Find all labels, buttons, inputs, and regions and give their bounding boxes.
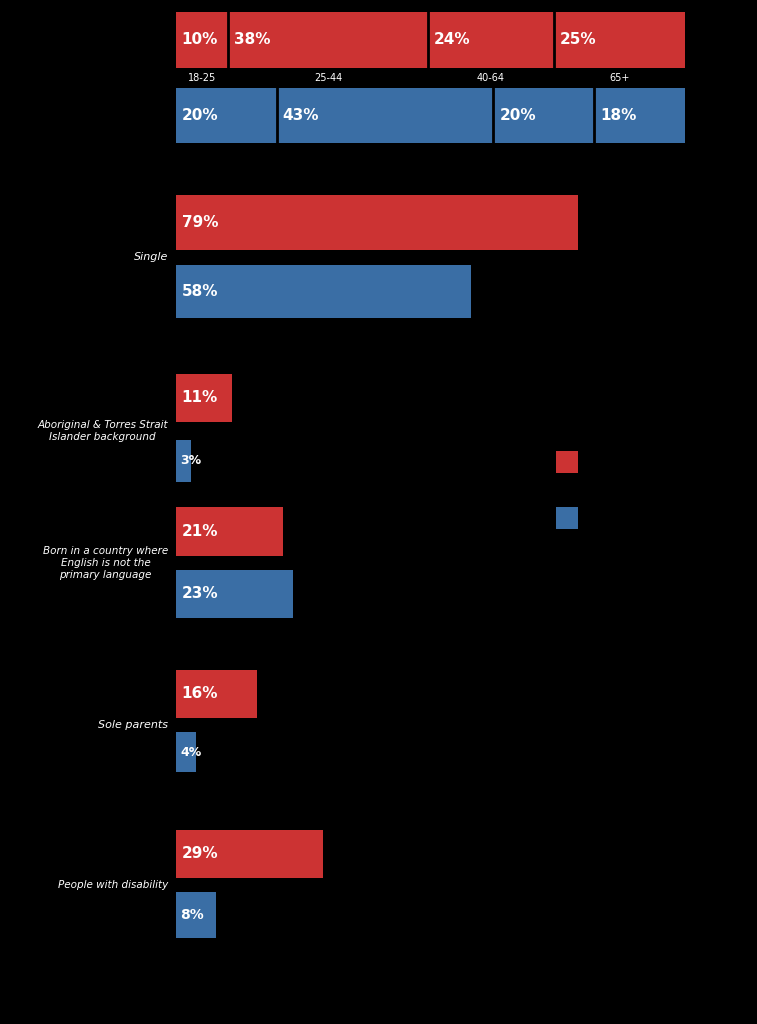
Text: 79%: 79%: [182, 215, 218, 230]
Bar: [176, 88, 276, 143]
Bar: [176, 732, 196, 772]
Text: Born in a country where
English is not the
primary language: Born in a country where English is not t…: [43, 547, 168, 580]
Text: Sole parents: Sole parents: [98, 720, 168, 730]
Text: 4%: 4%: [180, 745, 201, 759]
Bar: [556, 507, 578, 529]
Text: Aboriginal & Torres Strait
Islander background: Aboriginal & Torres Strait Islander back…: [37, 420, 168, 441]
Bar: [176, 440, 191, 482]
Text: 16%: 16%: [182, 686, 218, 701]
Text: 18-25: 18-25: [188, 73, 216, 83]
Bar: [556, 451, 578, 473]
Bar: [594, 88, 685, 143]
Bar: [554, 12, 685, 68]
Text: 24%: 24%: [434, 33, 470, 47]
Bar: [176, 265, 471, 318]
Text: 21%: 21%: [182, 524, 218, 539]
Bar: [176, 830, 323, 878]
Bar: [176, 507, 282, 556]
Text: 18%: 18%: [600, 108, 637, 123]
Bar: [176, 12, 228, 68]
Bar: [228, 12, 428, 68]
Bar: [176, 195, 578, 250]
Text: 58%: 58%: [182, 284, 218, 299]
Text: 29%: 29%: [182, 847, 218, 861]
Bar: [428, 12, 554, 68]
Text: 40-64: 40-64: [477, 73, 505, 83]
Text: 25-44: 25-44: [314, 73, 342, 83]
Text: 8%: 8%: [180, 908, 204, 922]
Text: 43%: 43%: [282, 108, 319, 123]
Text: 11%: 11%: [182, 390, 218, 406]
Text: 23%: 23%: [182, 587, 218, 601]
Text: 20%: 20%: [500, 108, 536, 123]
Bar: [176, 670, 257, 718]
Bar: [494, 88, 594, 143]
Text: People with disability: People with disability: [58, 880, 168, 890]
Bar: [176, 892, 217, 938]
Text: 3%: 3%: [180, 455, 201, 468]
Text: 65+: 65+: [609, 73, 630, 83]
Text: 20%: 20%: [182, 108, 218, 123]
Bar: [276, 88, 494, 143]
Bar: [176, 570, 293, 618]
Text: 38%: 38%: [234, 33, 271, 47]
Bar: [176, 374, 232, 422]
Text: 25%: 25%: [560, 33, 597, 47]
Text: Single: Single: [134, 253, 168, 262]
Text: 10%: 10%: [182, 33, 218, 47]
